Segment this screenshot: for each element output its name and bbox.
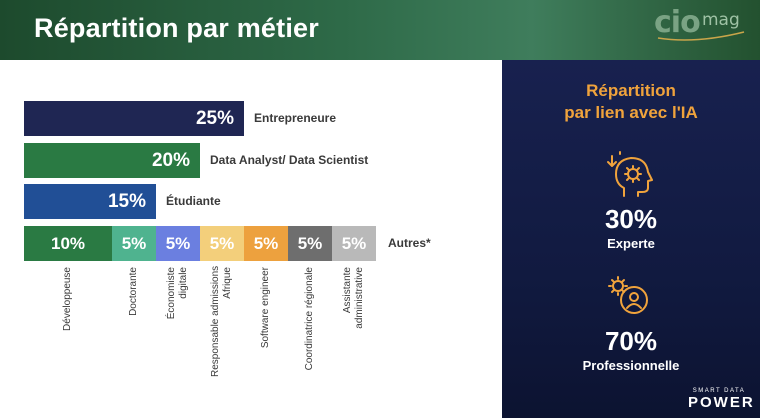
bar-label-0: Entrepreneure <box>254 111 337 125</box>
bar-value-1: 20% <box>151 150 190 171</box>
stat-percent-experte: 30% <box>604 204 658 234</box>
ai-relation-panel: Répartition par lien avec l'IA 30% Exper… <box>502 60 760 418</box>
smart-data-power-logo: SMART DATA POWER <box>688 388 755 411</box>
stat-percent-professionnelle: 70% <box>604 326 658 356</box>
panel-title-line1: Répartition <box>586 81 676 100</box>
stack-value-0: 10% <box>50 234 86 253</box>
stack-segment-3 <box>200 226 244 261</box>
stack-value-5: 5% <box>297 234 323 253</box>
stack-label-6: Assistante administrative <box>342 267 365 329</box>
ciomag-logo: cio mag <box>654 5 746 42</box>
stack-segment-6 <box>332 226 376 261</box>
stat-label-professionnelle: Professionnelle <box>582 358 680 373</box>
stack-value-6: 5% <box>341 234 367 253</box>
stack-label-0: Développeuse <box>62 267 73 331</box>
stack-value-1: 5% <box>121 234 147 253</box>
page-title: Répartition par métier <box>34 13 319 43</box>
head-gear-icon <box>607 151 653 197</box>
stack-label-4: Software engineer <box>260 267 271 349</box>
panel-title-line2: par lien avec l'IA <box>564 103 698 122</box>
brand-big-text: POWER <box>688 394 755 411</box>
bar-2 <box>24 184 156 219</box>
stack-segment-0 <box>24 226 112 261</box>
stack-segment-2 <box>156 226 200 261</box>
logo-cio-text: cio <box>654 5 701 40</box>
stack-label-1: Doctorante <box>128 267 139 316</box>
logo-swoosh-icon <box>657 31 745 41</box>
stack-segment-4 <box>244 226 288 261</box>
stack-value-4: 5% <box>253 234 279 253</box>
stat-label-experte: Experte <box>607 236 655 251</box>
stack-value-3: 5% <box>209 234 235 253</box>
stack-segment-5 <box>288 226 332 261</box>
brand-small-text: SMART DATA <box>692 388 746 394</box>
stack-label-3: Responsable admissions Afrique <box>210 265 233 377</box>
stack-bar-label: Autres* <box>388 236 431 250</box>
logo-mag-text: mag <box>702 10 740 30</box>
bar-0 <box>24 101 244 136</box>
stack-segment-1 <box>112 226 156 261</box>
bar-1 <box>24 143 200 178</box>
bar-value-0: 25% <box>195 108 234 129</box>
stack-label-2: Économiste digitale <box>166 267 189 320</box>
user-gear-icon <box>608 276 648 314</box>
bar-label-2: Étudiante <box>166 194 221 208</box>
bar-label-1: Data Analyst/ Data Scientist <box>210 153 369 167</box>
bar-value-2: 15% <box>107 191 146 212</box>
stack-label-5: Coordinatrice régionale <box>304 267 315 371</box>
stack-value-2: 5% <box>165 234 191 253</box>
header-banner: Répartition par métier cio mag <box>0 0 760 60</box>
